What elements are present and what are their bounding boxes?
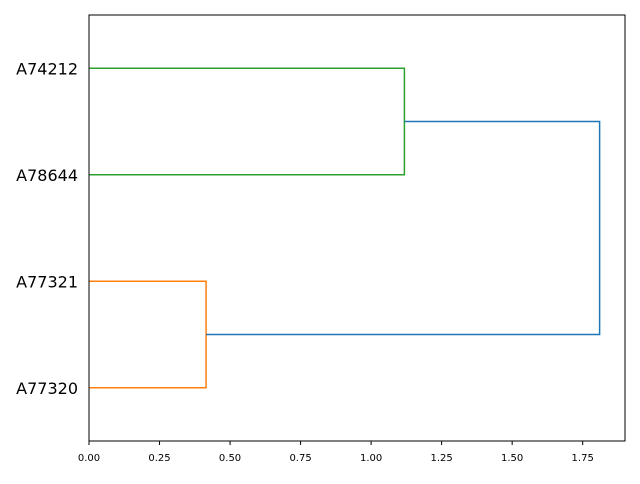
x-tick-label: 1.75	[572, 453, 594, 464]
leaf-label: A78644	[16, 166, 78, 185]
x-tick-label: 0.00	[78, 453, 100, 464]
x-tick-label: 1.25	[430, 453, 452, 464]
dendrogram-link	[206, 120, 601, 336]
x-tick-label: 0.50	[219, 453, 241, 464]
leaf-label: A74212	[16, 59, 78, 78]
leaf-label: A77320	[16, 379, 78, 398]
x-tick-label: 0.75	[289, 453, 311, 464]
dendrogram-link	[89, 280, 207, 389]
x-tick-label: 1.00	[360, 453, 382, 464]
leaf-label: A77321	[16, 272, 78, 291]
dendrogram-link	[89, 67, 406, 176]
x-tick-label: 0.25	[148, 453, 170, 464]
plot-frame	[88, 14, 626, 442]
x-tick-label: 1.50	[501, 453, 523, 464]
